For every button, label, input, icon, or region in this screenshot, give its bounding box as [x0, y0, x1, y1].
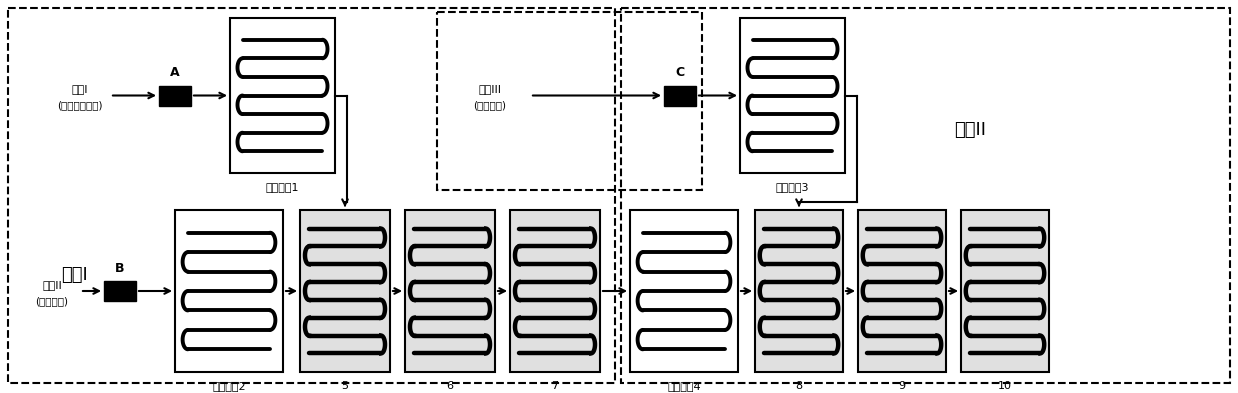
Bar [630, 210, 738, 372]
Text: 物料II: 物料II [42, 280, 62, 290]
Bar [961, 210, 1049, 372]
Text: C: C [676, 66, 685, 79]
Bar [104, 281, 136, 301]
Text: B: B [115, 262, 125, 275]
Text: A: A [170, 66, 180, 79]
Bar [230, 18, 335, 173]
Bar [858, 210, 946, 372]
Text: 温区I: 温区I [62, 266, 88, 284]
Text: 10: 10 [998, 381, 1011, 391]
Text: 5: 5 [342, 381, 349, 391]
Bar [7, 8, 615, 383]
Text: 预热模块1: 预热模块1 [266, 182, 300, 192]
Text: 7: 7 [551, 381, 558, 391]
Text: (间氯苯酚): (间氯苯酚) [473, 101, 506, 110]
Text: 预热模块2: 预热模块2 [212, 381, 246, 391]
Text: 6: 6 [447, 381, 453, 391]
Text: (对氨基苯磺酸): (对氨基苯磺酸) [57, 101, 103, 110]
Text: 温区II: 温区II [954, 121, 985, 139]
Bar [300, 210, 390, 372]
Bar [405, 210, 495, 372]
Bar [175, 210, 284, 372]
Bar [740, 18, 846, 173]
Bar [755, 210, 843, 372]
Bar [437, 12, 702, 190]
Text: 物料III: 物料III [479, 84, 501, 94]
Text: 物料I: 物料I [72, 84, 88, 94]
Bar [621, 8, 1231, 383]
Text: (亚硝酸钠): (亚硝酸钠) [36, 296, 68, 306]
Text: 预热模块3: 预热模块3 [776, 182, 810, 192]
Text: 9: 9 [899, 381, 905, 391]
Text: 8: 8 [796, 381, 802, 391]
Bar [158, 86, 191, 105]
Bar [664, 86, 696, 105]
Text: 预热模块4: 预热模块4 [667, 381, 701, 391]
Bar [510, 210, 600, 372]
